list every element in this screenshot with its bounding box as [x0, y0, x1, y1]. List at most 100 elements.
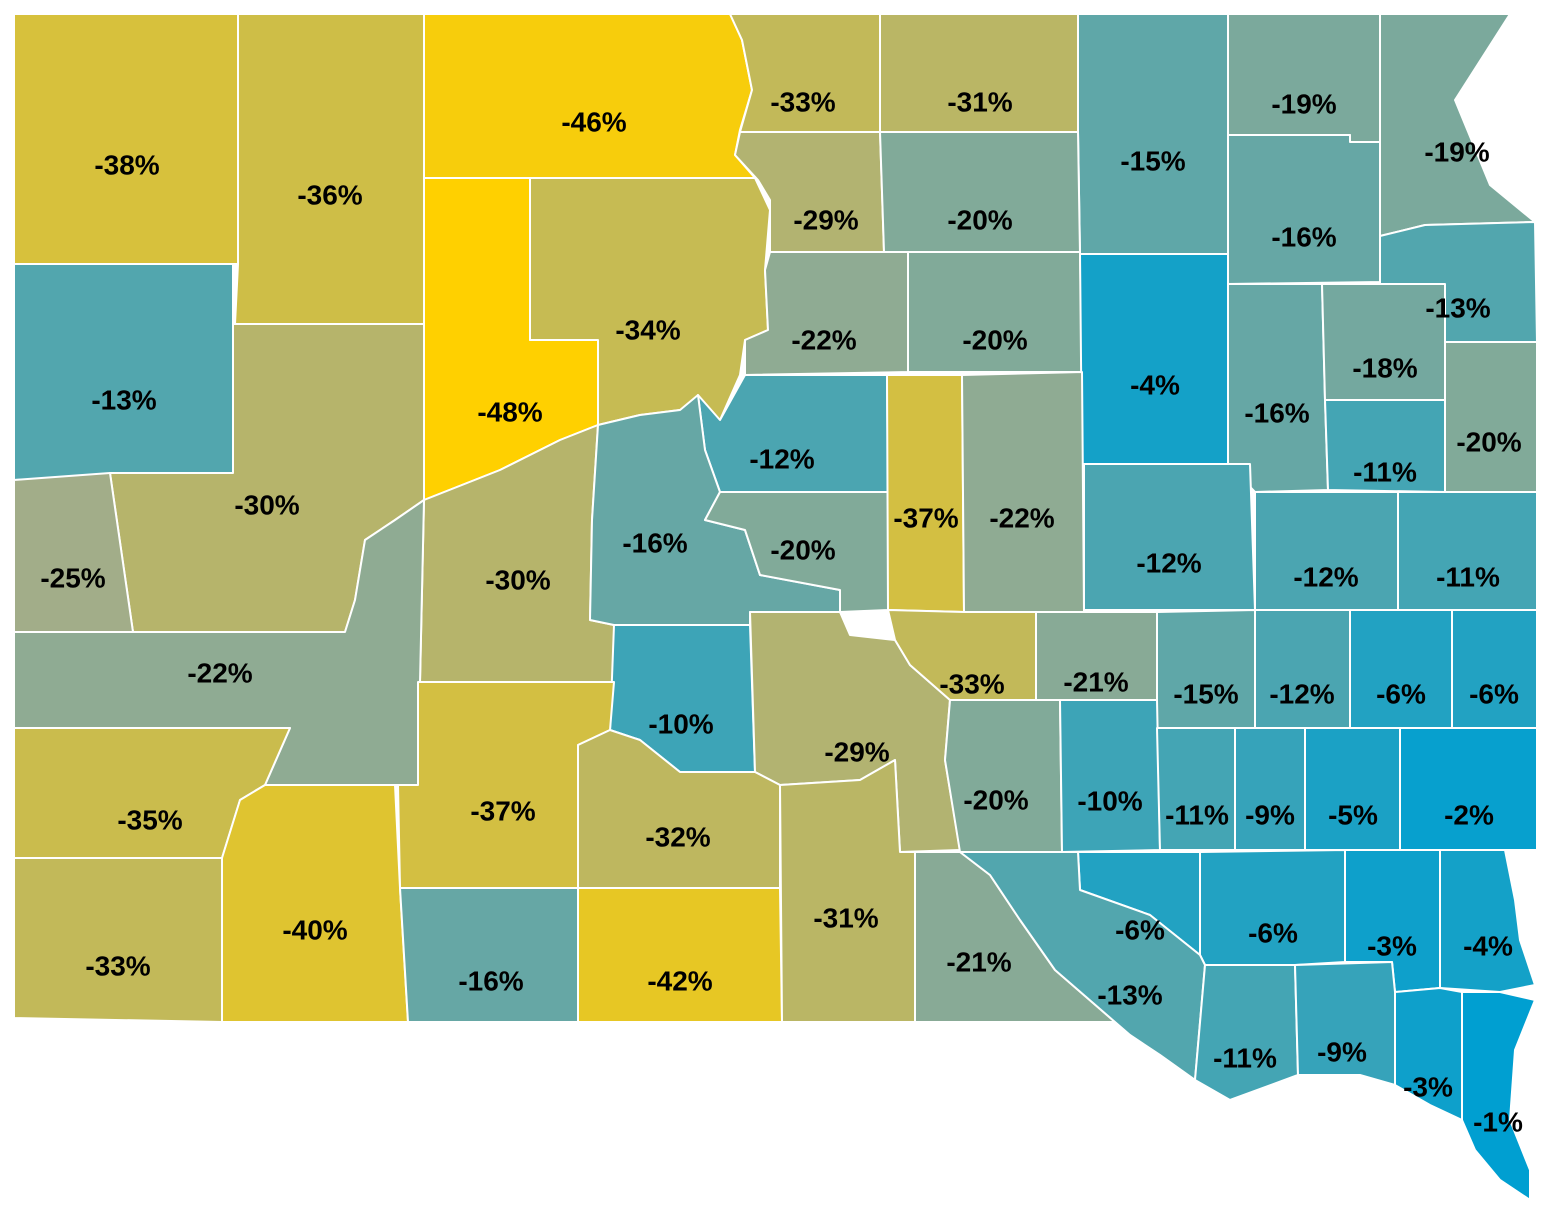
county-value-label: -31% — [947, 87, 1012, 118]
county-value-label: -34% — [615, 315, 680, 346]
county-region — [1156, 609, 1256, 729]
county-value-label: -1% — [1473, 1107, 1523, 1138]
county-region — [1379, 13, 1536, 237]
county-region — [1399, 727, 1538, 851]
county-value-label: -33% — [939, 669, 1004, 700]
county-value-label: -12% — [1293, 562, 1358, 593]
county-value-label: -32% — [645, 822, 710, 853]
county-value-label: -20% — [962, 325, 1027, 356]
county-value-label: -22% — [989, 503, 1054, 534]
county-region — [13, 857, 223, 1023]
county-region — [1234, 727, 1306, 851]
county-value-label: -48% — [477, 397, 542, 428]
county-value-label: -33% — [85, 951, 150, 982]
county-value-label: -20% — [963, 785, 1028, 816]
county-value-label: -31% — [813, 903, 878, 934]
county-region — [1077, 13, 1229, 255]
county-value-label: -40% — [282, 915, 347, 946]
county-labels: -38% -36% -46% -33% -31% -15% -19% -19% -29% -20%… — [40, 87, 1523, 1138]
county-value-label: -25% — [40, 563, 105, 594]
county-value-label: -12% — [749, 444, 814, 475]
county-value-label: -13% — [1097, 980, 1162, 1011]
county-region — [886, 374, 965, 613]
county-region — [1451, 609, 1538, 729]
county-value-label: -13% — [91, 385, 156, 416]
county-value-label: -16% — [1271, 222, 1336, 253]
county-value-label: -29% — [793, 205, 858, 236]
county-value-label: -21% — [946, 947, 1011, 978]
county-value-label: -11% — [1165, 800, 1229, 831]
county-region — [13, 13, 239, 265]
county-value-label: -16% — [458, 966, 523, 997]
county-value-label: -3% — [1403, 1072, 1453, 1103]
county-value-label: -16% — [1244, 398, 1309, 429]
county-value-label: -20% — [947, 205, 1012, 236]
county-value-label: -6% — [1248, 918, 1298, 949]
county-value-label: -35% — [117, 805, 182, 836]
county-value-label: -16% — [622, 528, 687, 559]
county-value-label: -22% — [187, 658, 252, 689]
county-value-label: -9% — [1245, 800, 1295, 831]
county-value-label: -6% — [1469, 679, 1519, 710]
county-value-label: -4% — [1463, 931, 1513, 962]
county-region — [13, 263, 234, 481]
county-value-label: -12% — [1269, 679, 1334, 710]
county-region — [961, 371, 1085, 613]
county-region — [1461, 991, 1536, 1201]
county-value-label: -11% — [1353, 457, 1417, 488]
county-region — [1304, 727, 1401, 851]
county-region — [1227, 134, 1381, 285]
county-region — [1254, 609, 1351, 729]
county-value-label: -38% — [94, 150, 159, 181]
county-region — [529, 177, 771, 426]
county-region — [399, 887, 579, 1023]
county-value-label: -30% — [234, 490, 299, 521]
county-value-label: -12% — [1136, 548, 1201, 579]
county-value-label: -46% — [561, 107, 626, 138]
county-value-label: -11% — [1213, 1043, 1277, 1074]
county-value-label: -20% — [770, 535, 835, 566]
county-value-label: -33% — [770, 87, 835, 118]
county-region — [221, 784, 409, 1023]
county-region — [1079, 253, 1229, 465]
county-region — [1349, 609, 1453, 729]
county-value-label: -42% — [647, 966, 712, 997]
county-region — [1227, 13, 1381, 143]
county-region — [944, 699, 1063, 853]
county-value-label: -4% — [1130, 370, 1180, 401]
county-value-label: -2% — [1444, 800, 1494, 831]
county-value-label: -9% — [1317, 1037, 1367, 1068]
county-value-label: -18% — [1352, 353, 1417, 384]
county-region — [744, 251, 909, 376]
county-region — [1083, 463, 1256, 611]
county-value-label: -10% — [648, 709, 713, 740]
county-region — [1227, 283, 1329, 493]
county-value-label: -37% — [470, 796, 535, 827]
county-value-label: -5% — [1328, 800, 1378, 831]
county-region — [959, 851, 1206, 1081]
county-value-label: -19% — [1271, 89, 1336, 120]
county-value-label: -13% — [1425, 293, 1490, 324]
county-value-label: -21% — [1063, 667, 1128, 698]
county-region — [1444, 341, 1538, 493]
county-region — [1059, 699, 1161, 853]
county-value-label: -15% — [1173, 679, 1238, 710]
county-value-label: -19% — [1424, 137, 1489, 168]
county-value-label: -36% — [297, 180, 362, 211]
county-value-label: -6% — [1115, 915, 1165, 946]
county-value-label: -15% — [1120, 146, 1185, 177]
county-region — [1156, 727, 1236, 851]
county-region — [234, 13, 425, 325]
county-region — [423, 13, 756, 179]
county-value-label: -3% — [1367, 931, 1417, 962]
county-value-label: -11% — [1436, 562, 1500, 593]
county-region — [779, 759, 916, 1023]
county-value-label: -29% — [824, 737, 889, 768]
county-value-label: -10% — [1077, 786, 1142, 817]
county-region — [577, 887, 783, 1023]
county-region — [879, 131, 1081, 255]
county-shapes — [13, 13, 1538, 1201]
county-value-label: -37% — [893, 503, 958, 534]
county-value-label: -30% — [485, 565, 550, 596]
